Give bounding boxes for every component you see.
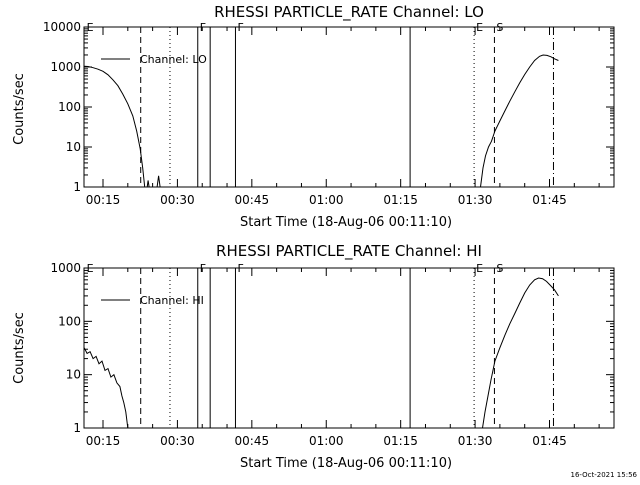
y-axis-label: Counts/sec: [12, 312, 27, 384]
x-tick-label: 01:45: [532, 193, 567, 207]
y-tick-label: 1000: [50, 261, 81, 275]
x-tick-label: 01:00: [309, 193, 344, 207]
data-series-line: [156, 175, 161, 188]
event-marker-label: E: [476, 21, 483, 34]
legend-label: Channel: HI: [140, 294, 204, 307]
x-tick-label: 01:45: [532, 434, 567, 448]
event-marker-label: F: [200, 21, 206, 34]
y-tick-label: 100: [58, 314, 81, 328]
x-axis-label: Start Time (18-Aug-06 00:11:10): [240, 456, 452, 471]
event-marker-label: S: [496, 262, 503, 275]
y-tick-label: 10: [66, 368, 81, 382]
panel-lo-channel: RHESSI PARTICLE_RATE Channel: LO Start T…: [12, 3, 615, 230]
x-tick-label: 01:30: [458, 193, 493, 207]
x-tick-label: 01:30: [458, 434, 493, 448]
event-marker-label: F: [200, 262, 206, 275]
y-axis-label: Counts/sec: [12, 73, 27, 145]
data-series-line: [482, 277, 559, 429]
y-tick-label: 100: [58, 100, 81, 114]
panel-hi-channel: RHESSI PARTICLE_RATE Channel: HI Start T…: [12, 242, 615, 471]
y-tick-label: 10000: [43, 20, 81, 34]
data-series-line: [83, 347, 129, 429]
generation-timestamp: 16-Oct-2021 15:56: [571, 471, 638, 479]
x-tick-label: 00:30: [160, 434, 195, 448]
data-series-line: [84, 65, 146, 188]
event-marker-label: E: [87, 262, 94, 275]
y-tick-label: 10: [66, 140, 81, 154]
x-tick-label: 00:30: [160, 193, 195, 207]
y-tick-label: 1: [73, 421, 81, 435]
data-series-line: [146, 180, 150, 188]
y-tick-label: 1: [73, 180, 81, 194]
x-axis-label: Start Time (18-Aug-06 00:11:10): [240, 215, 452, 230]
chart-title: RHESSI PARTICLE_RATE Channel: LO: [214, 3, 484, 22]
event-marker-label: E: [476, 262, 483, 275]
x-tick-label: 00:45: [235, 193, 270, 207]
chart-title: RHESSI PARTICLE_RATE Channel: HI: [216, 242, 482, 261]
event-marker-label: S: [496, 21, 503, 34]
plot-frame: [83, 26, 615, 188]
y-tick-label: 1000: [50, 60, 81, 74]
x-tick-label: 00:15: [86, 193, 121, 207]
x-tick-label: 01:00: [309, 434, 344, 448]
event-marker-label: F: [237, 21, 243, 34]
x-tick-label: 01:15: [383, 193, 418, 207]
event-marker-label: E: [87, 21, 94, 34]
data-series-line: [480, 54, 559, 188]
x-tick-label: 01:15: [383, 434, 418, 448]
x-tick-label: 00:15: [86, 434, 121, 448]
event-marker-label: F: [237, 262, 243, 275]
plot-frame: [83, 267, 615, 429]
x-tick-label: 00:45: [235, 434, 270, 448]
legend-label: Channel: LO: [140, 53, 207, 66]
